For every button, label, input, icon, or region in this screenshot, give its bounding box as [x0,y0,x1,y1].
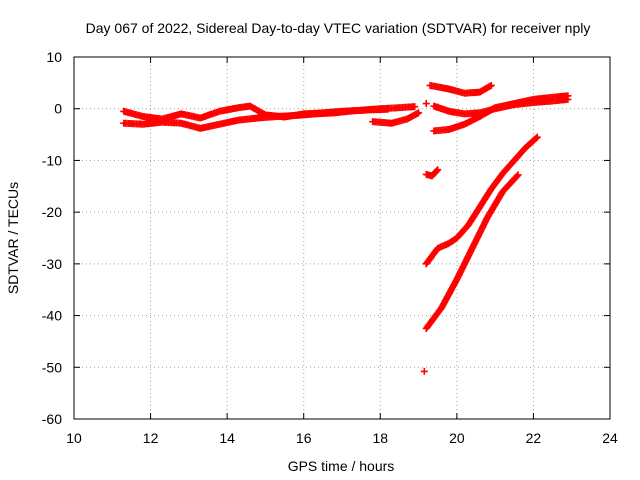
x-tick-label: 22 [526,430,542,446]
data-point-marker [433,167,441,175]
series-isolated [420,100,442,375]
y-tick-label: 0 [54,101,62,117]
data-point-marker [533,133,541,141]
data-point-marker [415,109,423,117]
data-point-marker [422,100,430,108]
y-axis-label: SDTVAR / TECUs [5,182,21,294]
y-tick-label: -20 [42,204,62,220]
x-tick-label: 24 [602,430,618,446]
series-track-i [422,166,442,180]
y-tick-label: -50 [42,359,62,375]
chart-title: Day 067 of 2022, Sidereal Day-to-day VTE… [86,20,591,36]
series-track-d [426,81,495,97]
x-tick-label: 20 [449,430,465,446]
y-tick-label: -40 [42,308,62,324]
plot-frame [73,56,611,420]
data-point-marker [532,134,540,142]
series-track-c [369,109,423,127]
series-track-g [422,133,541,268]
data-point-marker [564,92,572,100]
y-tick-label: -30 [42,256,62,272]
x-tick-label: 18 [372,430,388,446]
series-track-f [430,92,572,135]
series-track-b [120,105,392,132]
x-tick-label: 14 [219,430,235,446]
data-point-marker [487,81,495,89]
data-point-marker [420,367,428,375]
x-axis-label: GPS time / hours [288,458,395,474]
y-tick-label: 10 [46,49,62,65]
data-point-marker [513,172,521,180]
y-tick-label: -10 [42,152,62,168]
x-tick-label: 16 [296,430,312,446]
data-point-marker [434,166,442,174]
x-tick-label: 12 [143,430,159,446]
axis-ticks: 10 12 14 16 18 20 22 24 10 0 -10 -20 -30 -40 -50 -60 [42,49,618,446]
data-point-marker [384,105,392,113]
y-tick-label: -60 [42,411,62,427]
data-point-marker [411,103,419,111]
x-tick-label: 10 [66,430,82,446]
data-points [120,81,572,375]
data-point-marker [514,171,522,179]
series-track-h [422,171,522,332]
data-point-marker [434,103,442,111]
